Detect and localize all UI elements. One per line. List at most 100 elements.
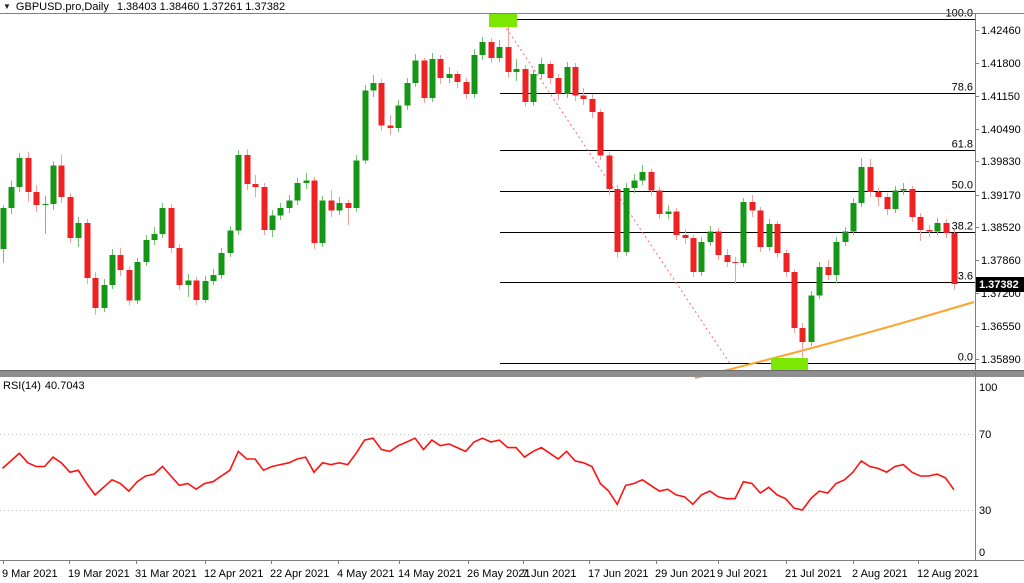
rsi-axis-label-70: 70 bbox=[979, 429, 991, 441]
candle-body bbox=[412, 60, 419, 83]
candle-body bbox=[614, 189, 621, 252]
candle-body bbox=[92, 278, 99, 308]
price-axis-label: 1.42460 bbox=[981, 25, 1021, 37]
candle-body bbox=[842, 231, 849, 242]
candle-body bbox=[336, 203, 343, 211]
candle-body bbox=[555, 78, 562, 94]
time-axis-label: 26 May 2021 bbox=[467, 568, 531, 580]
candle-body bbox=[8, 187, 15, 208]
current-price-text: 1.37382 bbox=[979, 279, 1019, 291]
chart-title: ▼ GBPUSD.pro,Daily 1.38403 1.38460 1.37261… bbox=[3, 1, 285, 13]
fib-handle-top[interactable] bbox=[489, 13, 517, 27]
candle-body bbox=[168, 208, 175, 248]
fib-handle-bottom[interactable] bbox=[771, 358, 808, 370]
candle-body bbox=[463, 82, 470, 94]
price-axis-label: 1.35890 bbox=[981, 354, 1021, 366]
current-price-flag bbox=[976, 277, 1024, 292]
candle-body bbox=[597, 112, 604, 156]
candle-body bbox=[732, 262, 739, 263]
candle-body bbox=[84, 223, 91, 278]
candle-body bbox=[496, 47, 503, 58]
candle-body bbox=[202, 281, 209, 300]
time-axis-label: 7 Jun 2021 bbox=[522, 568, 576, 580]
candle-body bbox=[530, 74, 537, 102]
candle-body bbox=[766, 224, 773, 247]
candle-body bbox=[345, 203, 352, 208]
candle-body bbox=[505, 47, 512, 72]
candle-body bbox=[117, 255, 124, 270]
candle-body bbox=[0, 208, 7, 249]
candle-body bbox=[218, 253, 225, 275]
candle-body bbox=[446, 74, 453, 78]
price-axis-label: 1.39830 bbox=[981, 156, 1021, 168]
candle-body bbox=[362, 90, 369, 161]
candle-body bbox=[277, 208, 284, 216]
candle-body bbox=[740, 202, 747, 263]
candle-body bbox=[58, 165, 65, 197]
candle-body bbox=[749, 202, 756, 211]
rsi-indicator-value: 40.7043 bbox=[44, 380, 85, 392]
price-axis-label: 1.40490 bbox=[981, 124, 1021, 136]
candle-body bbox=[176, 248, 183, 285]
candle-body bbox=[690, 238, 697, 272]
time-axis-label: 4 May 2021 bbox=[337, 568, 394, 580]
candle-body bbox=[547, 64, 554, 78]
rsi-line[interactable] bbox=[1, 437, 955, 511]
candle-body bbox=[522, 69, 529, 102]
candle-body bbox=[572, 67, 579, 96]
candle-body bbox=[951, 232, 958, 284]
price-axis-label: 1.36550 bbox=[981, 321, 1021, 333]
time-axis-label: 12 Aug 2021 bbox=[917, 568, 979, 580]
candle-body bbox=[109, 255, 116, 285]
candle-body bbox=[479, 42, 486, 55]
fib-diagonal-line[interactable] bbox=[500, 19, 732, 366]
fib-level-label-78.6: 78.6 bbox=[952, 82, 973, 94]
candle-body bbox=[488, 42, 495, 58]
candle-body bbox=[875, 192, 882, 197]
candle-body bbox=[319, 200, 326, 243]
candle-body bbox=[892, 190, 899, 209]
candle-body bbox=[623, 188, 630, 252]
candle-body bbox=[538, 64, 545, 74]
chart-menu-arrow-icon[interactable]: ▼ bbox=[3, 2, 11, 11]
chart-plot-area[interactable] bbox=[0, 13, 975, 560]
candle-body bbox=[75, 223, 82, 238]
candle-body bbox=[648, 172, 655, 191]
candle-body bbox=[143, 240, 150, 262]
fib-level-label-50.0: 50.0 bbox=[952, 180, 973, 192]
candle-body bbox=[589, 99, 596, 112]
candle-body bbox=[101, 285, 108, 308]
rsi-axis-label-30: 30 bbox=[979, 505, 991, 517]
time-axis-label: 14 May 2021 bbox=[398, 568, 462, 580]
candle-body bbox=[33, 192, 40, 205]
candle-body bbox=[378, 83, 385, 126]
candle-body bbox=[783, 253, 790, 272]
candle-body bbox=[471, 55, 478, 94]
candle-body bbox=[639, 172, 646, 181]
rsi-axis-label-0: 0 bbox=[979, 547, 985, 559]
candle-body bbox=[328, 200, 335, 211]
candle-body bbox=[917, 217, 924, 230]
candle-body bbox=[606, 155, 613, 189]
panel-separator[interactable] bbox=[0, 370, 1024, 377]
time-axis-label: 22 Apr 2021 bbox=[270, 568, 329, 580]
chart-ohlc-readout: 1.38403 1.38460 1.37261 1.37382 bbox=[116, 1, 286, 13]
candle-body bbox=[159, 208, 166, 234]
fib-level-label-0.0: 0.0 bbox=[958, 352, 973, 364]
time-axis-label: 21 Jul 2021 bbox=[785, 568, 842, 580]
candle-body bbox=[825, 267, 832, 275]
candle-body bbox=[311, 180, 318, 243]
candle-body bbox=[656, 190, 663, 214]
candle-body bbox=[16, 158, 23, 187]
candle-body bbox=[42, 204, 49, 205]
candle-body bbox=[926, 230, 933, 232]
trendline[interactable] bbox=[694, 301, 975, 379]
candle-body bbox=[631, 180, 638, 188]
candle-body bbox=[252, 184, 259, 187]
candle-body bbox=[353, 160, 360, 208]
candle-body bbox=[774, 224, 781, 253]
time-axis-label: 31 Mar 2021 bbox=[135, 568, 197, 580]
price-axis-label: 1.37860 bbox=[981, 255, 1021, 267]
candle-body bbox=[25, 158, 32, 192]
candle-body bbox=[261, 187, 268, 230]
